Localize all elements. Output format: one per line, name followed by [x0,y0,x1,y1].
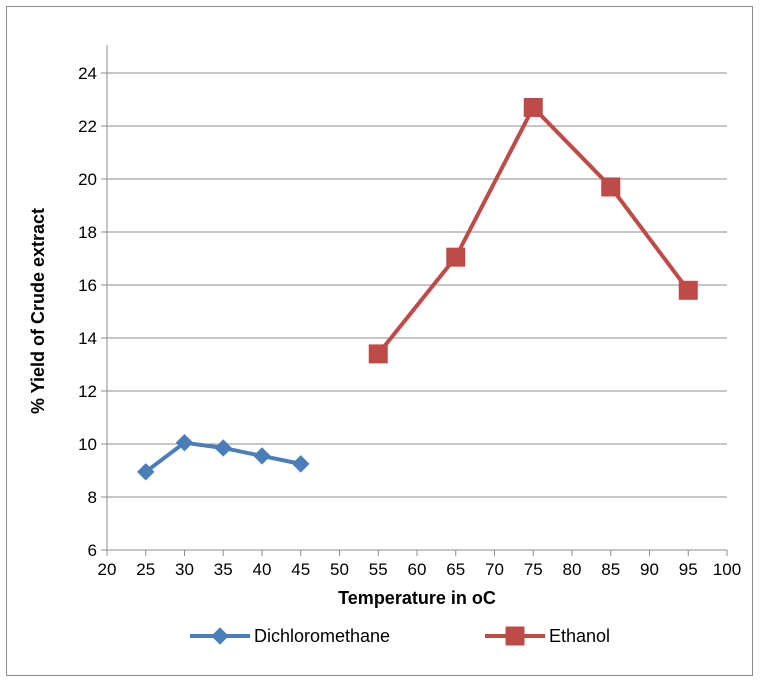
x-tick-label: 35 [214,560,233,579]
y-tick-label: 8 [88,488,97,507]
x-tick-label: 100 [713,560,741,579]
y-tick-label: 22 [78,117,97,136]
y-tick-label: 16 [78,276,97,295]
data-point [292,455,310,473]
y-tick-label: 14 [78,329,97,348]
gridlines [107,72,727,498]
series-layer [137,97,698,481]
x-tick-label: 50 [330,560,349,579]
x-tick-label: 80 [563,560,582,579]
x-axis-title: Temperature in oC [338,588,496,608]
legend: Dichloromethane Ethanol [190,626,610,646]
data-point [446,247,466,267]
y-tick-label: 24 [78,64,97,83]
data-point [137,463,155,481]
axes [101,45,728,556]
x-tick-label: 70 [485,560,504,579]
data-point [678,280,698,300]
x-tick-label: 75 [524,560,543,579]
x-tick-label: 85 [601,560,620,579]
data-point [523,97,543,117]
x-tick-label: 40 [253,560,272,579]
y-tick-label: 18 [78,223,97,242]
series-dichloromethane [137,433,310,481]
x-tick-labels: 20 25 30 35 40 45 50 55 60 65 70 75 80 85 90 95 100 [98,560,742,579]
y-tick-label: 6 [88,541,97,560]
x-tick-label: 55 [369,560,388,579]
x-tick-label: 95 [679,560,698,579]
x-tick-label: 30 [175,560,194,579]
y-tick-label: 12 [78,382,97,401]
data-point [253,447,271,465]
data-point [368,344,388,364]
series-ethanol [368,97,698,364]
x-tick-label: 90 [640,560,659,579]
y-tick-labels: 6 8 10 12 14 16 18 20 22 24 [78,64,97,560]
x-tick-label: 20 [98,560,117,579]
y-tick-label: 20 [78,170,97,189]
y-axis-title: % Yield of Crude extract [28,208,48,414]
series-line [376,105,690,356]
legend-marker [211,627,229,645]
legend-label: Dichloromethane [254,626,390,646]
data-point [214,439,232,457]
legend-entry: Ethanol [485,626,610,646]
chart-frame [6,6,753,676]
legend-label: Ethanol [549,626,610,646]
x-tick-label: 25 [136,560,155,579]
y-tick-label: 10 [78,435,97,454]
data-point [601,177,621,197]
x-tick-label: 60 [408,560,427,579]
legend-marker [505,626,525,646]
x-tick-label: 45 [291,560,310,579]
data-point [175,433,194,452]
legend-entry: Dichloromethane [190,626,390,646]
x-tick-label: 65 [446,560,465,579]
